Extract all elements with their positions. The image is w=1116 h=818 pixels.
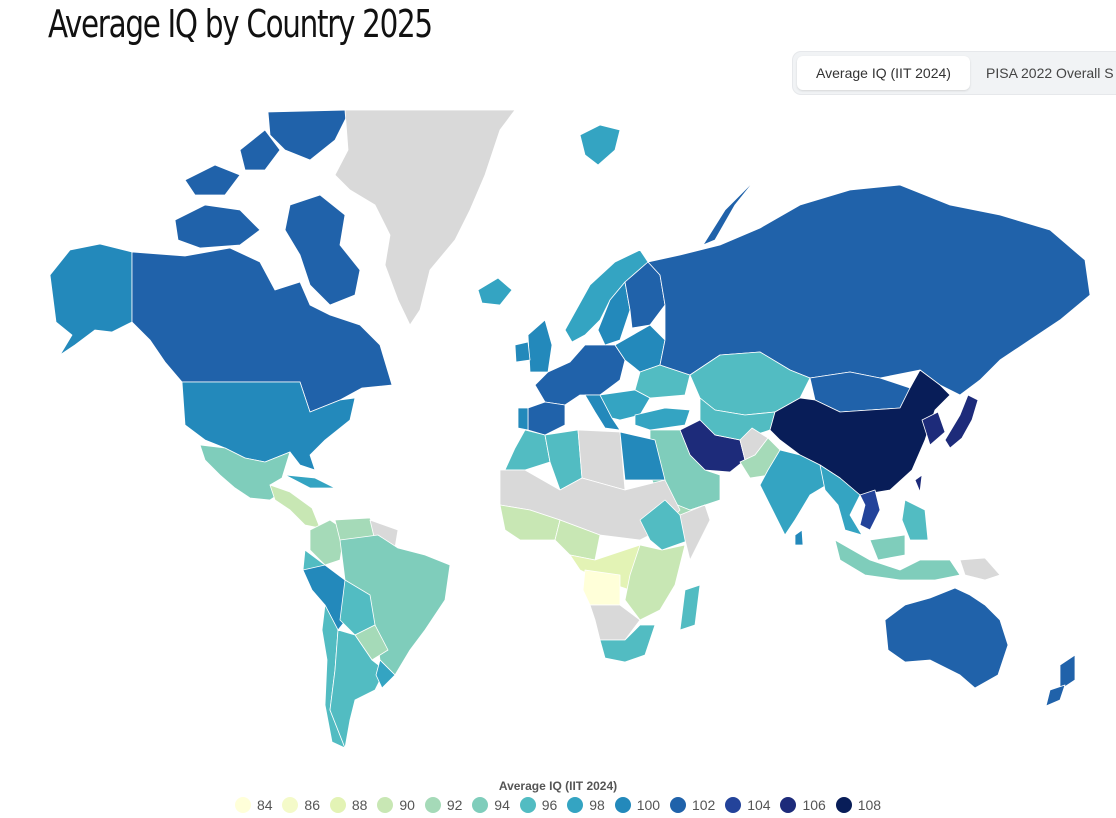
region-south-africa[interactable] [599, 624, 656, 663]
page-title: Average IQ by Country 2025 [48, 2, 433, 46]
legend-swatch [780, 797, 797, 813]
legend-swatch [472, 797, 489, 813]
region-india[interactable] [759, 449, 836, 536]
region-new-zealand[interactable] [1059, 654, 1076, 691]
region-indonesia[interactable] [834, 539, 961, 581]
legend-swatch [329, 797, 346, 813]
region-argentina[interactable] [329, 629, 386, 749]
legend-item: 96 [519, 797, 558, 813]
region-sri-lanka[interactable] [794, 529, 804, 546]
legend-label: 104 [747, 797, 771, 813]
region-southeast-asia[interactable] [819, 464, 863, 536]
legend-swatch [669, 797, 686, 813]
region-philippines[interactable] [901, 499, 929, 541]
region-madagascar[interactable] [679, 584, 701, 631]
legend-swatch [725, 797, 742, 813]
region-vietnam[interactable] [859, 489, 881, 531]
region-novaya-zemlya[interactable] [702, 179, 756, 246]
legend-title: Average IQ (IIT 2024) [498, 779, 618, 793]
region-cuba[interactable] [284, 474, 336, 489]
legend-item: 106 [780, 797, 826, 813]
legend-label: 90 [399, 797, 415, 813]
region-australia[interactable] [884, 587, 1009, 689]
region-indonesia[interactable] [869, 534, 906, 561]
region-morocco[interactable] [504, 429, 551, 471]
legend-item: 108 [835, 797, 882, 813]
legend: 84 86 88 90 92 94 96 98 100 102 104 106 … [0, 797, 1116, 813]
region-svalbard[interactable] [579, 124, 621, 166]
legend-swatch [377, 797, 394, 813]
region-canada[interactable] [184, 164, 241, 196]
region-central-america[interactable] [269, 484, 321, 529]
legend-item: 104 [725, 797, 771, 813]
tab-pisa-2022[interactable]: PISA 2022 Overall S [986, 65, 1114, 81]
legend-item: 98 [567, 797, 605, 813]
legend-item: 90 [377, 797, 415, 813]
legend-label: 100 [636, 797, 661, 813]
tab-bar: Average IQ (IIT 2024) PISA 2022 Overall … [793, 52, 1116, 94]
region-canada[interactable] [239, 129, 281, 171]
legend-item: 102 [669, 797, 716, 813]
legend-swatch [519, 797, 536, 813]
legend-label: 98 [589, 797, 605, 813]
world-map [49, 109, 1091, 749]
legend-item: 100 [614, 797, 661, 813]
region-spain[interactable] [527, 401, 566, 436]
region-ireland[interactable] [514, 341, 531, 363]
legend-label: 96 [541, 797, 558, 813]
region-japan[interactable] [944, 394, 979, 449]
legend-item: 92 [424, 797, 463, 813]
legend-label: 108 [857, 797, 882, 813]
legend-label: 88 [351, 797, 368, 813]
region-canada[interactable] [174, 204, 261, 249]
region-east-africa[interactable] [624, 544, 686, 621]
tab-average-iq[interactable]: Average IQ (IIT 2024) [797, 56, 970, 90]
region-somalia[interactable] [679, 504, 711, 561]
legend-swatch [424, 797, 441, 813]
legend-swatch [234, 797, 251, 813]
legend-label: 102 [691, 797, 716, 813]
region-colombia[interactable] [309, 519, 346, 566]
region-korea[interactable] [921, 411, 946, 446]
region-turkey[interactable] [634, 407, 691, 431]
legend-item: 94 [472, 797, 510, 813]
legend-label: 86 [304, 797, 320, 813]
region-angola[interactable] [582, 569, 621, 606]
legend-item: 86 [282, 797, 320, 813]
region-canada[interactable] [267, 109, 351, 161]
region-alaska[interactable] [49, 243, 133, 356]
region-new-zealand[interactable] [1045, 684, 1066, 707]
legend-item: 88 [329, 797, 368, 813]
region-uruguay[interactable] [375, 659, 396, 689]
legend-swatch [614, 797, 631, 813]
region-united-kingdom[interactable] [527, 319, 553, 373]
region-portugal[interactable] [517, 407, 529, 431]
legend-swatch [567, 797, 584, 813]
legend-item: 84 [234, 797, 273, 813]
legend-label: 84 [256, 797, 273, 813]
legend-label: 92 [446, 797, 463, 813]
legend-label: 106 [802, 797, 826, 813]
region-canada[interactable] [284, 194, 361, 306]
region-taiwan[interactable] [914, 474, 923, 493]
region-canada[interactable] [131, 247, 393, 413]
region-iceland[interactable] [477, 277, 513, 306]
legend-label: 94 [494, 797, 510, 813]
legend-swatch [835, 797, 852, 813]
region-papua-new-guinea[interactable] [959, 557, 1001, 581]
legend-swatch [282, 797, 299, 813]
region-greenland[interactable] [334, 109, 516, 326]
